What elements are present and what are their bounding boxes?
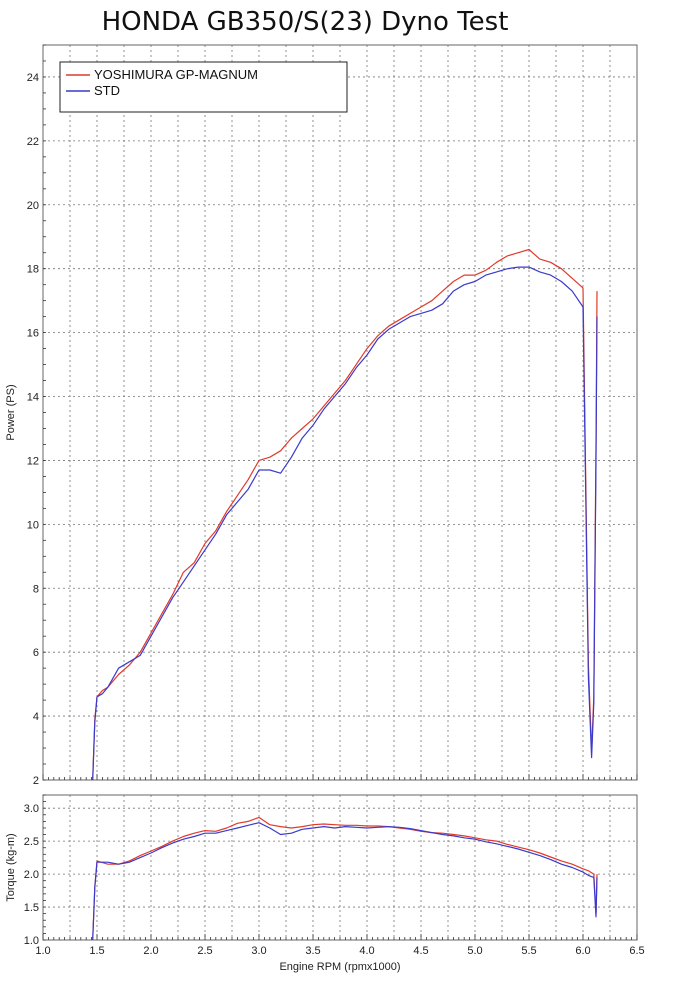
y-axis-label: Power (PS) [5, 384, 17, 440]
chart-title: HONDA GB350/S(23) Dyno Test [102, 7, 509, 37]
torque-chart: 1.0 1.5 2.0 2.5 3.0 1.0 1.5 2.0 2.5 3.0 3.5 4.0 4.5 5… [5, 794, 645, 973]
x-tick-label: 3.5 [305, 945, 320, 957]
y-tick-label: 16 [27, 328, 39, 340]
y-tick-label: 8 [33, 583, 39, 595]
series-line-yoshimura [92, 248, 598, 781]
y-tick-label: 12 [27, 455, 39, 467]
legend-label: STD [94, 83, 120, 98]
y-axis-label: Torque (kg-m) [5, 833, 17, 901]
y-tick-label: 22 [27, 136, 39, 148]
series-line-yoshimura [92, 816, 598, 941]
x-tick-label: 6.5 [629, 945, 644, 957]
x-tick-label: 3.0 [251, 945, 266, 957]
x-tick-label: 1.0 [35, 945, 50, 957]
y-tick-label: 4 [33, 711, 39, 723]
y-tick-label: 1.0 [24, 935, 39, 947]
x-tick-label: 6.0 [575, 945, 590, 957]
y-tick-label: 14 [27, 392, 39, 404]
series-line-std [92, 822, 598, 941]
x-axis-label: Engine RPM (rpmx1000) [279, 961, 400, 973]
y-tick-label: 20 [27, 200, 39, 212]
y-tick-label: 2 [33, 775, 39, 787]
legend-label: YOSHIMURA GP-MAGNUM [94, 67, 258, 82]
y-tick-label: 3.0 [24, 803, 39, 815]
y-tick-label: 6 [33, 647, 39, 659]
legend-box [59, 61, 348, 113]
x-tick-label: 2.5 [197, 945, 212, 957]
x-tick-label: 2.0 [143, 945, 158, 957]
y-tick-label: 2.5 [24, 836, 39, 848]
x-tick-label: 5.0 [467, 945, 482, 957]
x-tick-label: 1.5 [89, 945, 104, 957]
x-tick-label: 5.5 [521, 945, 536, 957]
y-tick-label: 2.0 [24, 869, 39, 881]
y-tick-label: 18 [27, 264, 39, 276]
x-tick-label: 4.5 [413, 945, 428, 957]
y-tick-label: 1.5 [24, 902, 39, 914]
x-tick-label: 4.0 [359, 945, 374, 957]
series-line-std [92, 266, 598, 781]
y-tick-label: 24 [27, 72, 39, 84]
y-tick-label: 10 [27, 519, 39, 531]
